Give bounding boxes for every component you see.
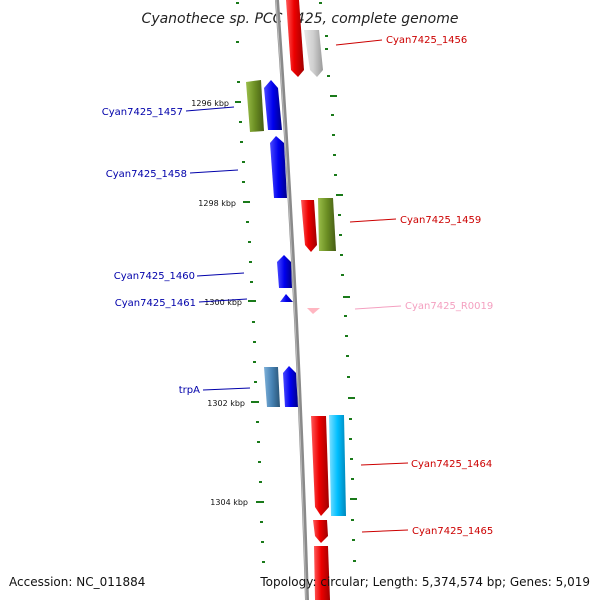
feature-trpa[interactable] (283, 366, 298, 407)
leader-line-1460 (196, 272, 245, 277)
gene-label-cyan7425-1456[interactable]: Cyan7425_1456 (386, 35, 467, 46)
feature-trpa-neighbor[interactable] (264, 367, 280, 407)
leader-line-1457 (185, 106, 235, 112)
kbp-label-1304: 1304 kbp (210, 498, 248, 507)
feature-cyan7425-1456[interactable] (286, 0, 304, 77)
feature-cyan7425-1464-neighbor[interactable] (329, 415, 346, 516)
feature-cyan7425-r0019[interactable] (307, 308, 320, 314)
gene-label-cyan7425-1457[interactable]: Cyan7425_1457 (102, 107, 183, 118)
feature-cyan7425-1458[interactable] (270, 136, 287, 198)
leader-line-1458 (189, 169, 239, 174)
genome-backbone (275, 0, 309, 600)
gene-label-cyan7425-1464[interactable]: Cyan7425_1464 (411, 459, 492, 470)
gene-label-cyan7425-1459[interactable]: Cyan7425_1459 (400, 215, 481, 226)
leader-line-1461 (198, 298, 248, 303)
accession-text: Accession: NC_011884 (9, 575, 145, 589)
feature-cyan7425-1456-neighbor[interactable] (304, 30, 323, 77)
feature-cyan7425-1461[interactable] (280, 294, 293, 302)
gene-label-cyan7425-r0019[interactable]: Cyan7425_R0019 (405, 301, 493, 312)
leader-line-1459 (349, 218, 397, 223)
left-tick-marks (235, 2, 265, 563)
gene-label-cyan7425-1461[interactable]: Cyan7425_1461 (115, 298, 196, 309)
kbp-label-1302: 1302 kbp (207, 399, 245, 408)
feature-cyan7425-1465[interactable] (313, 520, 328, 543)
gene-label-trpa[interactable]: trpA (179, 385, 200, 396)
gene-label-cyan7425-1465[interactable]: Cyan7425_1465 (412, 526, 493, 537)
feature-cyan7425-1465-next[interactable] (314, 546, 330, 600)
feature-cyan7425-1460[interactable] (277, 255, 292, 288)
right-tick-marks (319, 2, 357, 562)
feature-cyan7425-1464[interactable] (311, 416, 329, 516)
feature-cyan7425-1459-neighbor[interactable] (318, 198, 336, 251)
feature-cyan7425-1457-arrow[interactable] (264, 80, 282, 130)
leader-line-trpa (202, 387, 251, 391)
gene-label-cyan7425-1460[interactable]: Cyan7425_1460 (114, 271, 195, 282)
leader-line-1464 (360, 462, 409, 466)
genome-backbone-highlight (275, 0, 307, 600)
leader-line-1456 (335, 39, 383, 46)
leader-line-r0019 (354, 305, 402, 310)
leader-line-1465 (361, 529, 409, 533)
feature-cyan7425-1459[interactable] (301, 200, 317, 252)
kbp-label-1296: 1296 kbp (191, 99, 229, 108)
topology-text: Topology: circular; Length: 5,374,574 bp… (259, 575, 590, 589)
kbp-label-1298: 1298 kbp (198, 199, 236, 208)
gene-label-cyan7425-1458[interactable]: Cyan7425_1458 (106, 169, 187, 180)
feature-cyan7425-1457[interactable] (246, 80, 264, 132)
kbp-label-1300: 1300 kbp (204, 298, 242, 307)
